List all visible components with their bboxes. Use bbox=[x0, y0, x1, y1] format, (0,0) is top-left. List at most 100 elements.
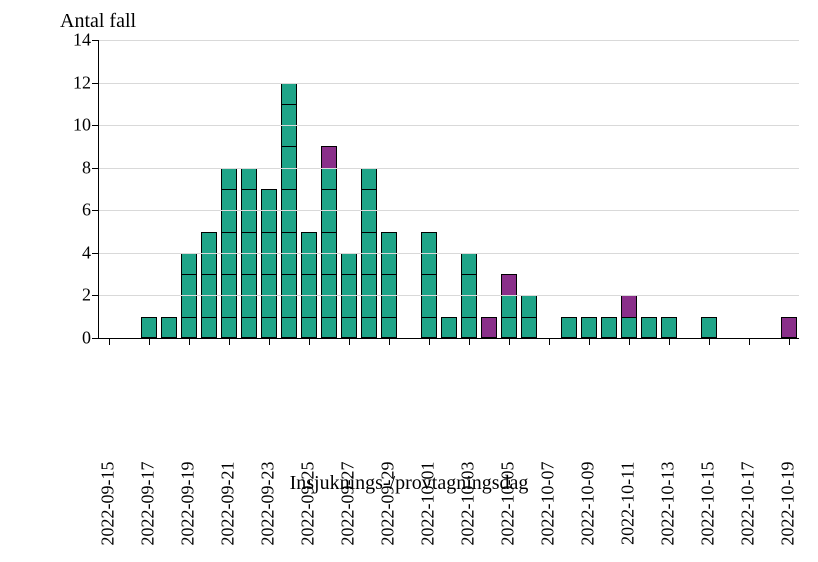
x-tick-mark bbox=[749, 338, 750, 345]
bar-cell-teal bbox=[221, 317, 237, 338]
bar-cell-teal bbox=[281, 274, 297, 295]
bar-cell-teal bbox=[341, 295, 357, 316]
bar-cell-teal bbox=[361, 295, 377, 316]
bar-cell-teal bbox=[321, 189, 337, 210]
bar-cell-teal bbox=[281, 104, 297, 125]
bar-cell-teal bbox=[301, 295, 317, 316]
bar-column bbox=[301, 232, 317, 338]
bar-cell-teal bbox=[181, 295, 197, 316]
bar-cell-teal bbox=[361, 253, 377, 274]
bar-cell-teal bbox=[241, 317, 257, 338]
y-tick-label: 14 bbox=[73, 30, 99, 51]
bars-layer bbox=[99, 40, 799, 338]
bar-cell-teal bbox=[381, 232, 397, 253]
bar-cell-teal bbox=[321, 168, 337, 189]
x-tick-mark bbox=[469, 338, 470, 345]
bar-cell-purple bbox=[501, 274, 517, 295]
bar-cell-teal bbox=[421, 232, 437, 253]
bar-column bbox=[521, 295, 537, 338]
bar-cell-teal bbox=[281, 189, 297, 210]
bar-cell-teal bbox=[221, 274, 237, 295]
bar-column bbox=[701, 317, 717, 338]
bar-cell-teal bbox=[221, 253, 237, 274]
grid-line bbox=[99, 295, 799, 296]
bar-cell-teal bbox=[321, 274, 337, 295]
bar-cell-teal bbox=[321, 317, 337, 338]
bar-cell-teal bbox=[381, 295, 397, 316]
bar-cell-teal bbox=[461, 295, 477, 316]
bar-cell-teal bbox=[281, 317, 297, 338]
bar-cell-teal bbox=[441, 317, 457, 338]
bar-cell-teal bbox=[581, 317, 597, 338]
bar-cell-teal bbox=[201, 274, 217, 295]
bar-cell-teal bbox=[341, 317, 357, 338]
grid-line bbox=[99, 83, 799, 84]
bar-cell-teal bbox=[361, 232, 377, 253]
y-tick-label: 6 bbox=[82, 200, 99, 221]
x-tick-mark bbox=[229, 338, 230, 345]
bar-cell-teal bbox=[281, 146, 297, 167]
bar-cell-teal bbox=[261, 317, 277, 338]
bar-cell-teal bbox=[461, 317, 477, 338]
bar-column bbox=[381, 232, 397, 338]
bar-cell-teal bbox=[421, 274, 437, 295]
y-tick-label: 4 bbox=[82, 242, 99, 263]
bar-cell-purple bbox=[621, 295, 637, 316]
bar-cell-teal bbox=[381, 274, 397, 295]
x-tick-mark bbox=[389, 338, 390, 345]
y-tick-label: 0 bbox=[82, 328, 99, 349]
bar-cell-teal bbox=[141, 317, 157, 338]
bar-cell-teal bbox=[281, 232, 297, 253]
bar-cell-teal bbox=[201, 295, 217, 316]
bar-cell-teal bbox=[261, 232, 277, 253]
bar-cell-teal bbox=[281, 168, 297, 189]
bar-cell-teal bbox=[621, 317, 637, 338]
bar-cell-teal bbox=[221, 189, 237, 210]
x-tick-mark bbox=[429, 338, 430, 345]
y-tick-label: 2 bbox=[82, 285, 99, 306]
grid-line bbox=[99, 210, 799, 211]
bar-column bbox=[601, 317, 617, 338]
bar-cell-teal bbox=[321, 295, 337, 316]
bar-cell-teal bbox=[261, 253, 277, 274]
bar-cell-teal bbox=[501, 317, 517, 338]
bar-cell-purple bbox=[481, 317, 497, 338]
grid-line bbox=[99, 40, 799, 41]
grid-line bbox=[99, 125, 799, 126]
bar-cell-teal bbox=[261, 189, 277, 210]
x-tick-mark bbox=[349, 338, 350, 345]
bar-cell-teal bbox=[341, 253, 357, 274]
bar-cell-teal bbox=[361, 317, 377, 338]
bar-cell-teal bbox=[221, 210, 237, 231]
bar-cell-teal bbox=[341, 274, 357, 295]
x-tick-mark bbox=[789, 338, 790, 345]
bar-column bbox=[481, 317, 497, 338]
bar-cell-teal bbox=[381, 253, 397, 274]
bar-cell-teal bbox=[421, 317, 437, 338]
bar-cell-teal bbox=[221, 232, 237, 253]
bar-cell-teal bbox=[261, 295, 277, 316]
x-tick-mark bbox=[669, 338, 670, 345]
bar-cell-teal bbox=[301, 274, 317, 295]
plot-area: 02468101214 bbox=[98, 40, 799, 339]
bar-column bbox=[561, 317, 577, 338]
x-tick-mark bbox=[269, 338, 270, 345]
bar-cell-teal bbox=[241, 189, 257, 210]
bar-cell-teal bbox=[281, 295, 297, 316]
bar-cell-teal bbox=[601, 317, 617, 338]
bar-column bbox=[201, 232, 217, 338]
bar-cell-teal bbox=[261, 210, 277, 231]
x-tick-mark bbox=[709, 338, 710, 345]
x-tick-mark bbox=[589, 338, 590, 345]
bar-column bbox=[581, 317, 597, 338]
bar-cell-teal bbox=[301, 253, 317, 274]
bar-column bbox=[261, 189, 277, 338]
bar-column bbox=[421, 232, 437, 338]
grid-line bbox=[99, 168, 799, 169]
bar-cell-teal bbox=[301, 232, 317, 253]
bar-cell-teal bbox=[421, 253, 437, 274]
grid-line bbox=[99, 253, 799, 254]
bar-column bbox=[641, 317, 657, 338]
bar-cell-teal bbox=[181, 274, 197, 295]
bar-cell-teal bbox=[321, 232, 337, 253]
